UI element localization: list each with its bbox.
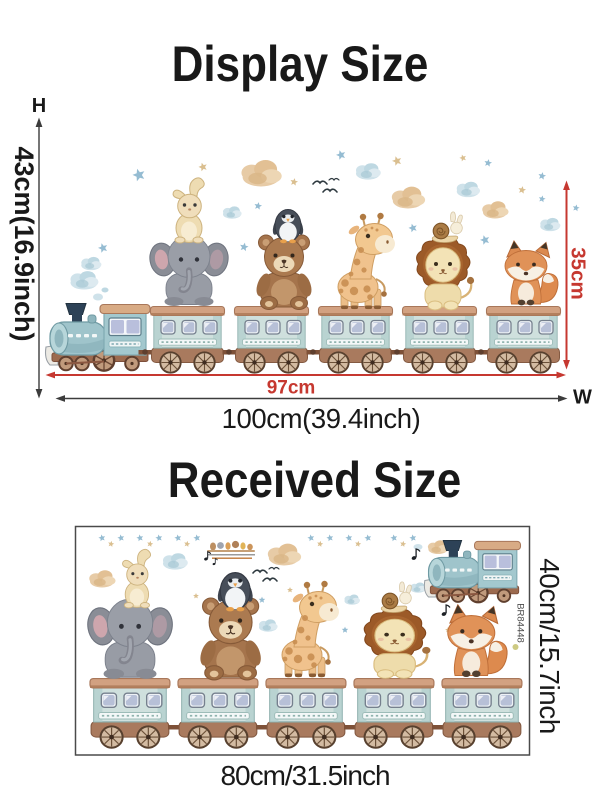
svg-text:H: H bbox=[32, 95, 46, 117]
svg-text:43cm(16.9inch): 43cm(16.9inch) bbox=[9, 146, 39, 341]
svg-text:40cm/15.7inch: 40cm/15.7inch bbox=[534, 558, 565, 734]
svg-text:100cm(39.4inch): 100cm(39.4inch) bbox=[222, 403, 421, 434]
svg-text:Display Size: Display Size bbox=[172, 35, 429, 91]
svg-text:BR84448: BR84448 bbox=[515, 603, 526, 643]
svg-text:80cm/31.5inch: 80cm/31.5inch bbox=[220, 760, 389, 791]
svg-text:W: W bbox=[573, 386, 592, 408]
svg-text:35cm: 35cm bbox=[567, 247, 590, 299]
svg-text:97cm: 97cm bbox=[267, 377, 316, 398]
svg-text:Received Size: Received Size bbox=[168, 451, 461, 507]
